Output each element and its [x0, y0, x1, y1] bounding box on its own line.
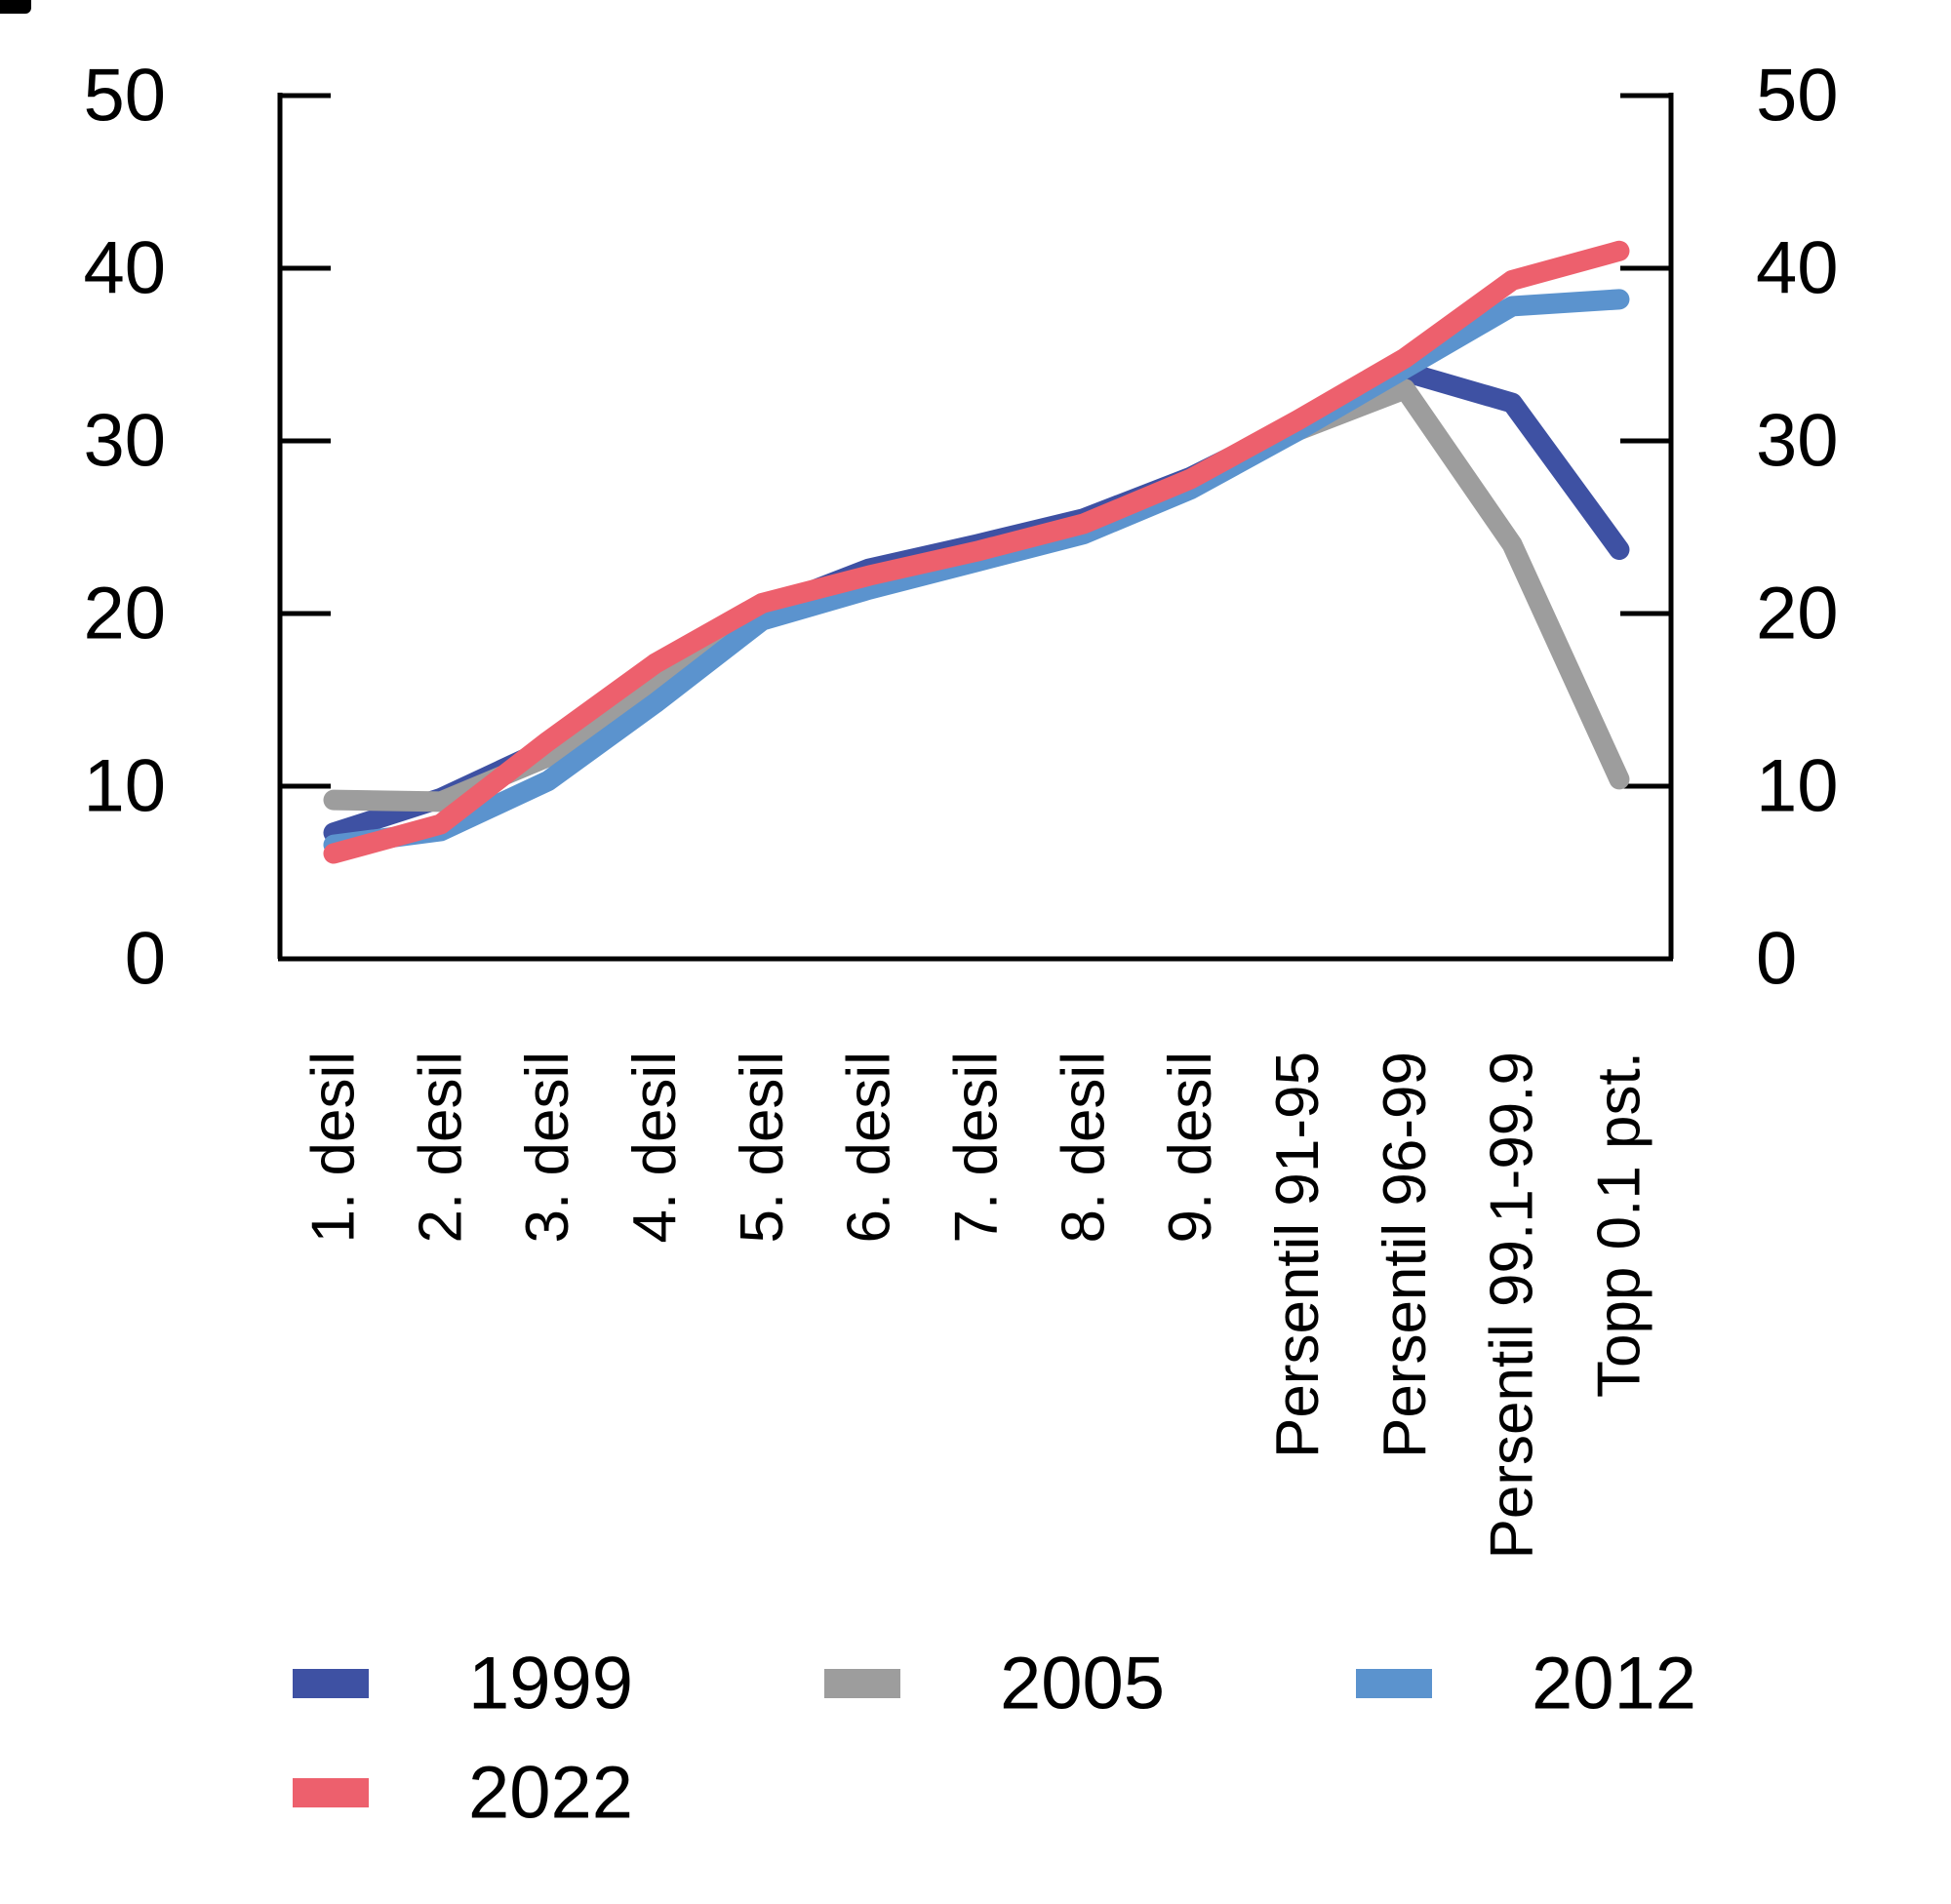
x-axis-label: 3. desil: [514, 1051, 581, 1243]
y-axis-label-left: 40: [83, 227, 166, 310]
y-axis-label-right: 10: [1756, 745, 1839, 828]
y-axis-label-left: 20: [83, 573, 166, 655]
legend-swatch-2005: [824, 1669, 900, 1698]
y-axis-label-right: 50: [1756, 55, 1839, 138]
legend-item-2012: 2012: [1356, 1643, 1696, 1726]
legend-swatch-1999: [293, 1669, 369, 1698]
legend-swatch-2012: [1356, 1669, 1432, 1698]
y-axis-label-left: 50: [83, 55, 166, 138]
x-axis-label: 1. desil: [300, 1051, 368, 1243]
x-axis-label: 2. desil: [407, 1051, 474, 1243]
x-axis-label: 5. desil: [729, 1051, 796, 1243]
legend-item-1999: 1999: [293, 1643, 633, 1726]
chart-legend: 1999 2005 2012 2022: [293, 1643, 1696, 1835]
x-axis-label: Persentil 99.1-99.9: [1479, 1051, 1546, 1559]
legend-swatch-2022: [293, 1778, 369, 1807]
x-axis-label: 8. desil: [1050, 1051, 1117, 1243]
corner-artifact: [0, 0, 31, 14]
legend-label-2022: 2022: [468, 1752, 633, 1835]
y-axis-label-right: 30: [1756, 400, 1839, 483]
y-axis-label-right: 40: [1756, 227, 1839, 310]
legend-item-2022: 2022: [293, 1752, 633, 1835]
legend-label-2005: 2005: [1000, 1643, 1165, 1726]
y-axis-label-left: 10: [83, 745, 166, 828]
axes: [277, 93, 1674, 962]
x-axis-label: 4. desil: [621, 1051, 689, 1243]
x-axis-label: 6. desil: [836, 1051, 903, 1243]
x-axis-label: Persentil 91-95: [1264, 1051, 1332, 1458]
series-line-2005: [323, 378, 1630, 813]
series-line-2022: [323, 240, 1630, 864]
y-axis-label-right: 0: [1756, 918, 1797, 1001]
legend-label-2012: 2012: [1532, 1643, 1696, 1726]
y-axis-label-right: 20: [1756, 573, 1839, 655]
x-axis-label: Persentil 96-99: [1372, 1051, 1439, 1458]
x-axis-label: Topp 0.1 pst.: [1585, 1051, 1652, 1398]
y-axis-label-left: 30: [83, 400, 166, 483]
x-axis-label: 7. desil: [942, 1051, 1010, 1243]
y-axis-label-left: 0: [125, 918, 166, 1001]
legend-label-1999: 1999: [468, 1643, 633, 1726]
legend-item-2005: 2005: [824, 1643, 1165, 1726]
x-axis-label: 9. desil: [1157, 1051, 1224, 1243]
